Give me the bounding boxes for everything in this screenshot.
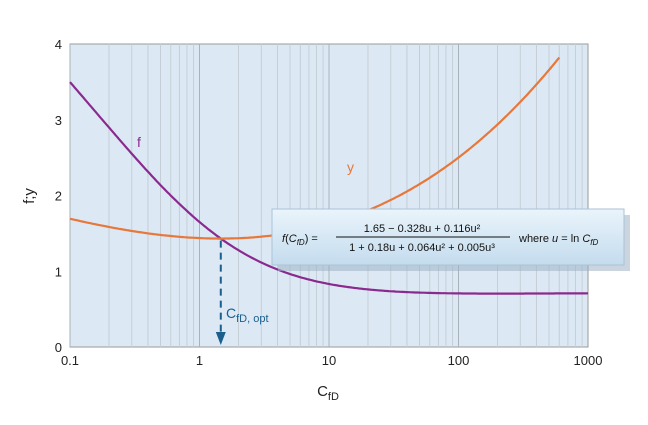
x-tick-label: 100: [448, 353, 470, 368]
equation-lhs-equals: ) =: [305, 233, 318, 245]
equation-rhs-sub: fD: [590, 238, 598, 247]
y-axis-label: f;y: [21, 188, 38, 204]
equation-numerator: 1.65 − 0.328u + 0.116u²: [364, 223, 481, 235]
equation-denominator: 1 + 0.18u + 0.064u² + 0.005u³: [349, 242, 495, 254]
series-label-f: f: [137, 134, 141, 150]
equation-lhs-c: C: [289, 233, 297, 245]
x-axis-label-main: C: [317, 383, 328, 400]
x-tick-label: 1000: [574, 353, 603, 368]
equation-where: where u = ln CfD: [518, 233, 599, 247]
x-tick-label: 1: [196, 353, 203, 368]
y-tick-label: 4: [55, 37, 62, 52]
equation-lhs-f: f: [282, 233, 286, 245]
equation-where-word: where: [518, 233, 549, 245]
y-tick-label: 1: [55, 264, 62, 279]
grid-lines: [69, 44, 583, 347]
y-tick-label: 3: [55, 113, 62, 128]
equation-u: u: [552, 233, 558, 245]
y-tick-label: 2: [55, 189, 62, 204]
equation-box: f(CfD) = 1.65 − 0.328u + 0.116u² 1 + 0.1…: [271, 208, 630, 271]
equation-rhs-c: C: [582, 233, 590, 245]
equation-lhs: f(CfD) =: [282, 233, 318, 247]
optimum-label: CfD, opt: [226, 305, 269, 325]
optimum-label-sub: fD, opt: [236, 313, 268, 325]
series-line-f: [69, 81, 589, 295]
x-tick-label: 10: [322, 353, 336, 368]
x-tick-label: 0.1: [61, 353, 79, 368]
optimum-arrow-head: [215, 332, 226, 345]
optimum-label-main: C: [226, 305, 236, 321]
series-label-y: y: [347, 159, 354, 175]
y-tick-label: 0: [55, 340, 62, 355]
equation-lhs-sub: fD: [297, 238, 305, 247]
x-axis-label-sub: fD: [328, 391, 339, 403]
x-axis-label: CfD: [317, 383, 339, 403]
equation-eq-ln: = ln: [561, 233, 579, 245]
